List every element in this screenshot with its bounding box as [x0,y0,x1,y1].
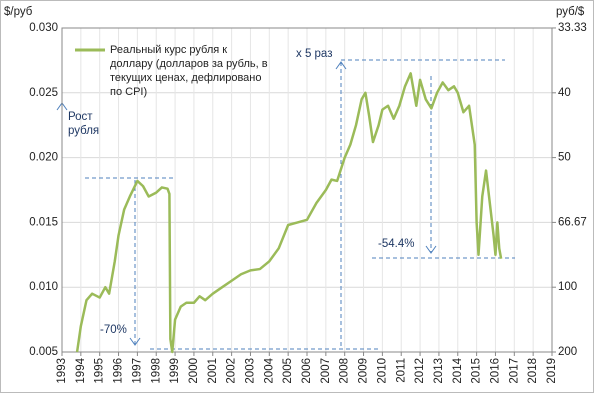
x-tick-label: 2008 [339,358,351,384]
x-tick-label: 2019 [546,358,558,384]
y-tick-label: 0.010 [29,281,58,293]
y2-tick-label: 50 [558,152,571,164]
y-tick-label: 0.030 [29,22,58,34]
x-tick-label: 2016 [489,358,501,384]
x-tick-label: 1994 [75,357,87,383]
x-tick-label: 2017 [508,358,520,384]
x-tick-label: 2004 [263,357,275,383]
x-tick-label: 2003 [244,358,256,384]
y2-tick-label: 200 [558,346,577,358]
x-tick-label: 2014 [452,357,464,383]
y-tick-label: 0.025 [29,87,58,99]
x-tick-label: 2015 [471,358,483,384]
x-tick-label: 2005 [282,358,294,384]
x-tick-label: 2011 [395,358,407,383]
arrow-head [129,337,141,346]
arrow-head [425,245,437,254]
y2-axis-title: руб/$ [556,6,585,18]
annotation: -70% [100,324,127,336]
x-tick-label: 2012 [414,358,426,384]
x-tick-label: 1998 [150,358,162,384]
y2-tick-label: 33.33 [558,22,587,34]
annotation: Рост рубля [68,111,100,137]
x-tick-label: 2007 [320,358,332,384]
y2-tick-label: 100 [558,281,577,293]
x-tick-label: 1996 [113,358,125,384]
x-tick-label: 2009 [358,358,370,384]
x-tick-label: 2006 [301,358,313,384]
x-tick-label: 2002 [226,358,238,384]
arrow-head [335,61,347,70]
x-tick-label: 1997 [131,358,143,384]
y2-tick-label: 40 [558,87,571,99]
y-tick-label: 0.005 [29,346,58,358]
y-tick-label: 0.020 [29,152,58,164]
x-tick-label: 2000 [188,358,200,384]
x-tick-label: 1995 [94,358,106,384]
series-line [75,72,503,354]
annotation: x 5 раз [296,48,333,60]
y2-tick-label: 66.67 [558,216,587,228]
annotation: -54.4% [378,238,415,250]
plot-area [61,27,553,353]
x-tick-label: 2001 [207,358,219,384]
x-tick-label: 1993 [56,358,68,384]
legend-label: Реальный курс рубля к доллару (долларов … [110,44,268,98]
x-tick-label: 2013 [433,358,445,384]
x-tick-label: 2010 [376,358,388,384]
x-tick-label: 1999 [169,358,181,384]
grid [61,27,553,353]
y-axis-title: $/руб [4,6,33,18]
x-tick-label: 2018 [527,358,539,384]
arrow-heads [56,61,437,346]
y-tick-label: 0.015 [29,216,58,228]
